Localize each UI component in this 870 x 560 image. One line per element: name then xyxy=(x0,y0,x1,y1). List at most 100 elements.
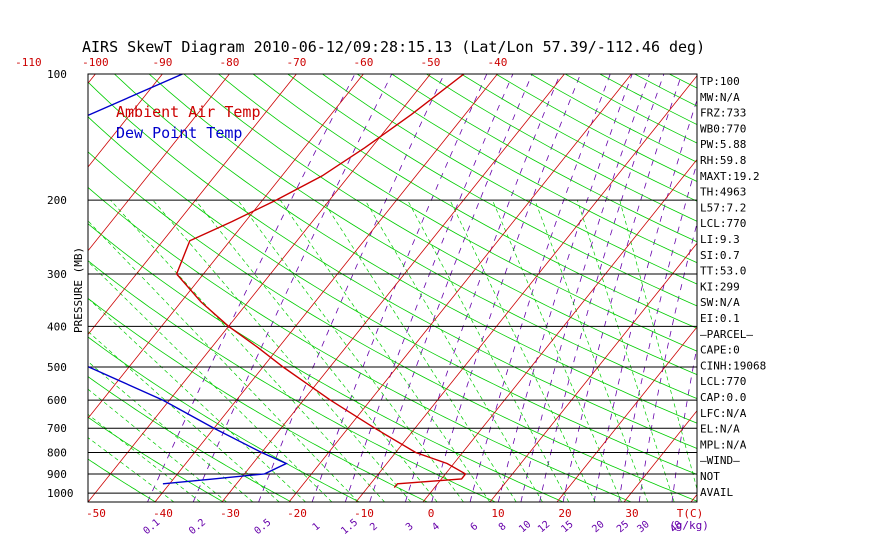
top-temperature-labels: -120-110-100-90-80-70-60-50-40 xyxy=(15,56,507,69)
moist-adiabat-line xyxy=(88,261,333,502)
mixing-ratio-line xyxy=(562,74,683,502)
mixing-ratio-labels: 0.1 0.2 0.5 1 1.5 2 3 4 6 8 10 12 15 20 25 30 40(g/kg) xyxy=(141,517,708,537)
mixing-ratio-tick-label: 6 xyxy=(469,521,481,533)
legend-entry: Dew Point Temp xyxy=(116,124,242,142)
isotherm-line xyxy=(422,158,697,502)
dry-adiabat-line xyxy=(88,458,156,502)
stability-index-item: SI:0.7 xyxy=(700,249,740,262)
moist-adiabat-line xyxy=(110,199,385,502)
stability-index-item: LCL:770 xyxy=(700,375,746,388)
isotherm-line xyxy=(288,74,632,502)
stability-indices: TP:100 MW:N/A FRZ:733 WB0:770 PW:5.88 RH:59.8… xyxy=(700,75,766,499)
stability-index-item: SW:N/A xyxy=(700,296,740,309)
bottom-temp-tick-label: -20 xyxy=(287,507,307,520)
stability-index-item: RH:59.8 xyxy=(700,154,746,167)
pressure-tick-label: 200 xyxy=(47,194,67,207)
stability-index-item: PW:5.88 xyxy=(700,138,746,151)
mixing-ratio-line xyxy=(147,74,356,502)
top-temp-tick-label: -90 xyxy=(152,56,172,69)
mixing-ratio-tick-label: 3 xyxy=(404,521,416,533)
moist-adiabat-line xyxy=(88,220,359,502)
top-temp-tick-label: -70 xyxy=(286,56,306,69)
pressure-tick-label: 900 xyxy=(47,468,67,481)
isotherm-line xyxy=(88,74,431,502)
moist-adiabat-line xyxy=(88,388,227,502)
stability-index-item: TP:100 xyxy=(700,75,740,88)
mixing-ratio-tick-label: 2 xyxy=(368,521,380,533)
top-temp-tick-label: -50 xyxy=(420,56,440,69)
pressure-tick-label: 700 xyxy=(47,422,67,435)
pressure-axis-labels: 100 200 300 400 500 600 700 800 900 1000 xyxy=(47,68,74,500)
mixing-ratio-line xyxy=(258,74,445,502)
mixing-ratio-tick-label: 8 xyxy=(497,521,509,533)
dry-adiabat-line xyxy=(183,74,697,376)
sounding-traces xyxy=(88,74,467,489)
stability-index-item: —PARCEL— xyxy=(700,328,753,341)
isotherm-line xyxy=(221,74,565,502)
dry-adiabat-line xyxy=(88,416,224,502)
pressure-tick-label: 600 xyxy=(47,394,67,407)
isotherm-line xyxy=(88,74,163,168)
mixing-ratio-line xyxy=(431,74,581,502)
moist-adiabat-line xyxy=(152,199,412,502)
stability-index-item: MAXT:19.2 xyxy=(700,170,760,183)
top-temp-tick-label: -110 xyxy=(15,56,42,69)
mixing-ratio-line xyxy=(469,74,611,502)
stability-index-item: CAP:0.0 xyxy=(700,391,746,404)
stability-index-item: L57:7.2 xyxy=(700,201,746,214)
bottom-temp-tick-label: 10 xyxy=(491,507,504,520)
mixing-ratio-line xyxy=(405,74,561,502)
dry-adiabat-line xyxy=(88,223,564,502)
stability-index-item: LFC:N/A xyxy=(700,407,747,420)
dry-adiabat-line xyxy=(287,74,697,307)
mixing-ratio-line xyxy=(192,74,393,502)
mixing-ratio-lines xyxy=(147,74,697,502)
bottom-temperature-labels: -50 -40 -30 -20 -10 0 10 20 30 T(C) xyxy=(86,507,703,520)
pressure-tick-label: 800 xyxy=(47,447,67,460)
bottom-temp-tick-label: -50 xyxy=(86,507,106,520)
pressure-tick-label: 500 xyxy=(47,361,67,374)
pressure-tick-label: 1000 xyxy=(47,487,74,500)
mixing-ratio-tick-label: 1 xyxy=(311,521,323,533)
moist-adiabat-line xyxy=(88,437,175,502)
dry-adiabats xyxy=(88,74,697,502)
isotherm-line xyxy=(623,410,697,502)
stability-index-item: NOT xyxy=(700,470,720,483)
chart-legend: Ambient Air Temp Dew Point Temp xyxy=(116,103,261,142)
moist-adiabat-line xyxy=(576,200,675,502)
stability-index-item: WB0:770 xyxy=(700,122,746,135)
top-temp-tick-label: -40 xyxy=(487,56,507,69)
dry-adiabat-line xyxy=(218,74,697,352)
isobars xyxy=(88,74,697,494)
moist-adiabat-line xyxy=(88,330,280,502)
stability-index-item: —WIND— xyxy=(700,454,740,467)
isotherm-line xyxy=(88,74,297,336)
legend-entry: Ambient Air Temp xyxy=(116,103,261,121)
moist-adiabat-line xyxy=(407,200,570,502)
dry-adiabat-line xyxy=(356,74,697,264)
bottom-temp-tick-label: 30 xyxy=(625,507,638,520)
dry-adiabat-line xyxy=(88,260,496,502)
isotherm-line xyxy=(88,74,230,252)
dry-adiabat-line xyxy=(148,74,697,400)
dry-adiabat-line xyxy=(88,376,292,502)
bottom-temp-tick-label: -30 xyxy=(220,507,240,520)
chart-title: AIRS SkewT Diagram 2010-06-12/09:28:15.1… xyxy=(82,38,705,56)
series-line xyxy=(175,74,467,489)
dry-adiabat-line xyxy=(322,74,697,285)
isotherms xyxy=(88,74,697,502)
pressure-tick-label: 300 xyxy=(47,268,67,281)
mixing-ratio-unit: (g/kg) xyxy=(669,519,709,532)
pressure-tick-label: 400 xyxy=(47,320,67,333)
moist-adiabat-line xyxy=(322,200,517,502)
pressure-axis-label: PRESSURE (MB) xyxy=(72,247,85,333)
moist-adiabat-line xyxy=(237,199,464,502)
bottom-temp-unit: T(C) xyxy=(677,507,704,520)
mixing-ratio-line xyxy=(638,221,697,502)
top-temp-tick-label: -80 xyxy=(219,56,239,69)
moist-adiabat-line xyxy=(492,200,622,502)
mixing-ratio-line xyxy=(671,345,697,502)
dry-adiabat-line xyxy=(114,74,697,424)
isotherm-line xyxy=(355,75,697,502)
dry-adiabat-line xyxy=(252,74,697,329)
